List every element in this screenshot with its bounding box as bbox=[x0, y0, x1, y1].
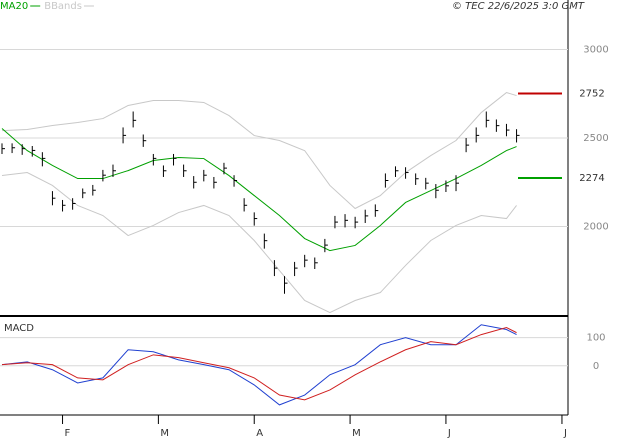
legend-label: BBands bbox=[44, 1, 82, 12]
level-label: 2752 bbox=[579, 88, 604, 99]
credit: © TEC 22/6/2025 3:0 GMT bbox=[452, 1, 585, 12]
macd-line bbox=[1, 324, 517, 406]
panel-title: MACD bbox=[4, 323, 34, 334]
y-tick-label: 100 bbox=[586, 333, 605, 344]
y-tick-label: 2500 bbox=[583, 133, 608, 144]
x-tick-label: J bbox=[447, 428, 451, 439]
x-tick-label: F bbox=[65, 428, 71, 439]
level-label: 2274 bbox=[579, 173, 604, 184]
x-tick-label: J bbox=[563, 428, 567, 439]
x-tick-label: M bbox=[352, 428, 361, 439]
ma20-line bbox=[1, 128, 517, 252]
bband-lower bbox=[1, 172, 517, 314]
y-tick-label: 0 bbox=[593, 361, 599, 372]
legend-label: MA20 bbox=[0, 1, 28, 12]
y-tick-label: 3000 bbox=[583, 45, 608, 56]
x-tick-label: M bbox=[160, 428, 169, 439]
bband-upper bbox=[1, 91, 517, 210]
y-tick-label: 2000 bbox=[583, 222, 608, 233]
macd-line bbox=[1, 327, 517, 401]
x-tick-label: A bbox=[256, 428, 263, 439]
